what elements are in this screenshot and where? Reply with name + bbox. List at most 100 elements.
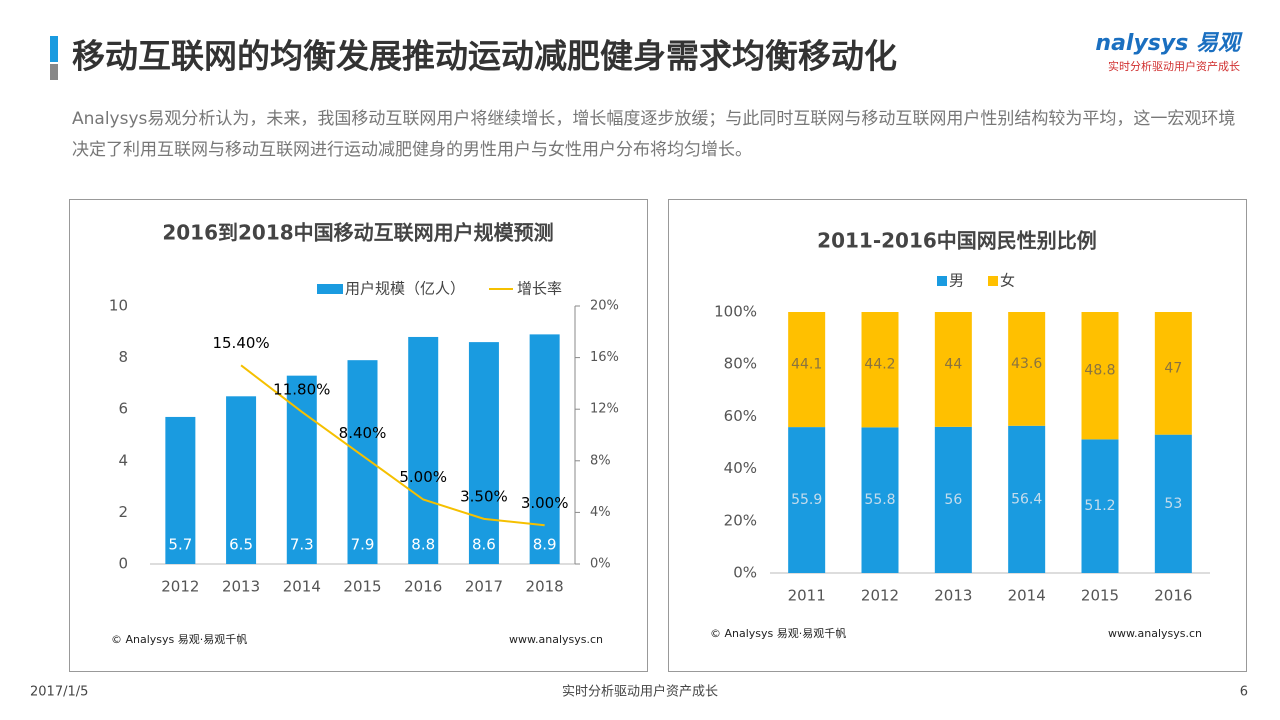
data-label: 48.8 bbox=[1084, 363, 1115, 379]
x-tick-label: 2016 bbox=[1154, 587, 1192, 605]
bar bbox=[408, 336, 439, 564]
x-tick-label: 2017 bbox=[465, 578, 503, 596]
bar bbox=[1008, 425, 1046, 573]
bar bbox=[1154, 434, 1192, 573]
data-label: 6.5 bbox=[229, 536, 253, 554]
legend-label: 增长率 bbox=[517, 280, 562, 298]
y-tick-label: 0% bbox=[733, 564, 757, 582]
data-label: 3.00% bbox=[521, 494, 569, 512]
legend-swatch bbox=[317, 284, 343, 294]
x-tick-label: 2015 bbox=[343, 578, 381, 596]
footer-date: 2017/1/5 bbox=[30, 685, 88, 700]
footer-slogan: 实时分析驱动用户资产成长 bbox=[562, 684, 718, 700]
panel bbox=[668, 199, 1247, 672]
data-label: 15.40% bbox=[212, 334, 269, 352]
data-label: 5.00% bbox=[399, 468, 447, 486]
y2-tick-label: 20% bbox=[590, 299, 619, 314]
y-tick-label: 10 bbox=[109, 297, 128, 315]
chart-title: 2011-2016中国网民性别比例 bbox=[817, 229, 1097, 253]
y-tick-label: 8 bbox=[118, 348, 128, 366]
source: © Analysys 易观·易观千帆 bbox=[111, 632, 247, 646]
x-tick-label: 2014 bbox=[1008, 587, 1046, 605]
y-tick-label: 6 bbox=[118, 400, 128, 418]
chart-title: 2016到2018中国移动互联网用户规模预测 bbox=[162, 221, 553, 245]
source: © Analysys 易观·易观千帆 bbox=[710, 626, 846, 640]
logo: nalysys 易观 bbox=[1095, 31, 1243, 56]
data-label: 47 bbox=[1164, 360, 1182, 376]
legend-label: 女 bbox=[1000, 272, 1015, 290]
data-label: 7.9 bbox=[351, 536, 375, 554]
y2-tick-label: 16% bbox=[590, 350, 619, 365]
intro-text: Analysys易观分析认为，未来，我国移动互联网用户将继续增长，增长幅度逐步放… bbox=[72, 109, 1236, 160]
x-tick-label: 2013 bbox=[222, 578, 260, 596]
x-tick-label: 2014 bbox=[283, 578, 321, 596]
data-label: 44.1 bbox=[791, 357, 822, 373]
y-tick-label: 0 bbox=[118, 555, 128, 573]
data-label: 44.2 bbox=[864, 357, 895, 373]
bar bbox=[1081, 439, 1119, 573]
data-label: 53 bbox=[1164, 496, 1182, 512]
y-tick-label: 20% bbox=[724, 511, 757, 529]
data-label: 56.4 bbox=[1011, 491, 1042, 507]
website: www.analysys.cn bbox=[1108, 627, 1202, 640]
bar bbox=[226, 396, 257, 564]
data-label: 51.2 bbox=[1084, 498, 1115, 514]
page-number: 6 bbox=[1240, 685, 1248, 700]
website: www.analysys.cn bbox=[509, 633, 603, 646]
bar bbox=[861, 312, 899, 428]
y2-tick-label: 8% bbox=[590, 453, 611, 468]
y-tick-label: 2 bbox=[118, 503, 128, 521]
bar bbox=[468, 342, 499, 564]
data-label: 8.40% bbox=[339, 424, 387, 442]
slide-title: 移动互联网的均衡发展推动运动减肥健身需求均衡移动化 bbox=[72, 37, 897, 76]
legend-swatch bbox=[937, 276, 947, 286]
title-accent bbox=[50, 36, 58, 62]
bar bbox=[861, 427, 899, 573]
data-label: 44 bbox=[944, 356, 962, 372]
data-label: 11.80% bbox=[273, 380, 330, 398]
line bbox=[240, 364, 545, 527]
data-label: 8.8 bbox=[411, 536, 435, 554]
x-tick-label: 2013 bbox=[934, 587, 972, 605]
y2-tick-label: 4% bbox=[590, 505, 611, 520]
data-label: 56 bbox=[944, 492, 962, 508]
logo-slogan: 实时分析驱动用户资产成长 bbox=[1108, 59, 1240, 73]
bar bbox=[165, 416, 196, 564]
x-tick-label: 2016 bbox=[404, 578, 442, 596]
title-accent bbox=[50, 64, 58, 80]
data-label: 8.6 bbox=[472, 536, 496, 554]
y2-tick-label: 0% bbox=[590, 557, 611, 572]
bar bbox=[788, 427, 826, 573]
data-label: 43.6 bbox=[1011, 356, 1042, 372]
x-tick-label: 2011 bbox=[788, 587, 826, 605]
panel bbox=[69, 199, 648, 672]
data-label: 7.3 bbox=[290, 536, 314, 554]
data-label: 55.9 bbox=[791, 492, 822, 508]
x-tick-label: 2018 bbox=[526, 578, 564, 596]
data-label: 55.8 bbox=[864, 492, 895, 508]
y2-tick-label: 12% bbox=[590, 402, 619, 417]
bar bbox=[788, 312, 826, 428]
y-tick-label: 4 bbox=[118, 451, 128, 469]
y-tick-label: 80% bbox=[724, 355, 757, 373]
bar bbox=[934, 426, 972, 573]
x-tick-label: 2012 bbox=[861, 587, 899, 605]
bar bbox=[286, 375, 317, 564]
bar bbox=[1008, 312, 1046, 426]
data-label: 8.9 bbox=[533, 536, 557, 554]
bar bbox=[1154, 312, 1192, 435]
legend-label: 用户规模（亿人） bbox=[345, 280, 465, 298]
legend-swatch bbox=[988, 276, 998, 286]
legend-label: 男 bbox=[949, 272, 964, 290]
data-label: 3.50% bbox=[460, 487, 508, 505]
y-tick-label: 100% bbox=[714, 303, 757, 321]
x-tick-label: 2012 bbox=[161, 578, 199, 596]
data-label: 5.7 bbox=[168, 536, 192, 554]
x-tick-label: 2015 bbox=[1081, 587, 1119, 605]
bar bbox=[1081, 312, 1119, 440]
y-tick-label: 60% bbox=[724, 407, 757, 425]
bar bbox=[529, 334, 560, 564]
y-tick-label: 40% bbox=[724, 459, 757, 477]
